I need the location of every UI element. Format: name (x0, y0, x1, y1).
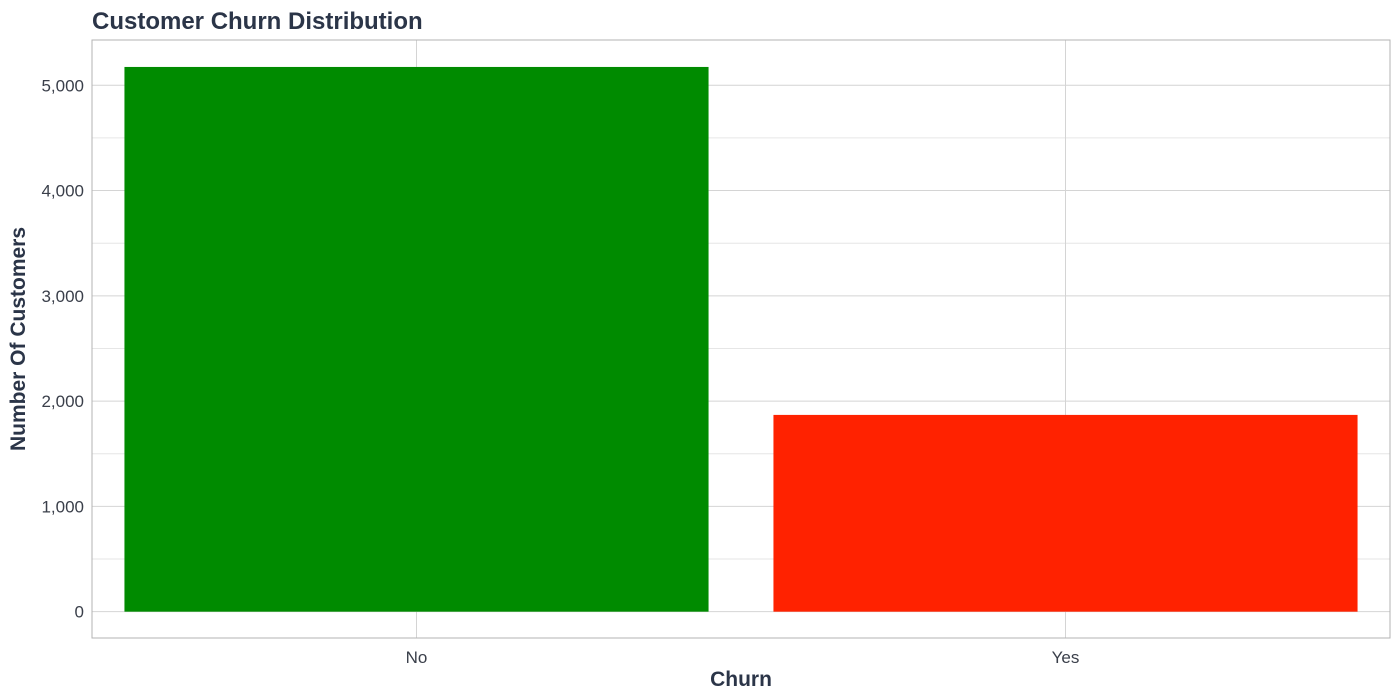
y-tick-label: 5,000 (41, 76, 84, 95)
x-tick-label: No (406, 648, 428, 667)
x-tick-label: Yes (1052, 648, 1080, 667)
y-tick-label: 4,000 (41, 182, 84, 201)
y-axis-title: Number Of Customers (7, 227, 30, 451)
y-tick-label: 0 (75, 603, 84, 622)
bar-yes (773, 414, 1358, 612)
y-tick-label: 3,000 (41, 287, 84, 306)
x-axis-ticks: No Yes (406, 648, 1080, 667)
bars (124, 66, 1358, 612)
chart-title: Customer Churn Distribution (92, 8, 423, 35)
bar-no (124, 66, 709, 612)
y-tick-label: 1,000 (41, 497, 84, 516)
x-axis-title: Churn (710, 668, 772, 691)
y-axis-ticks: 0 1,000 2,000 3,000 4,000 5,000 (41, 76, 84, 621)
y-tick-label: 2,000 (41, 392, 84, 411)
plot-panel-border (91, 39, 1391, 639)
